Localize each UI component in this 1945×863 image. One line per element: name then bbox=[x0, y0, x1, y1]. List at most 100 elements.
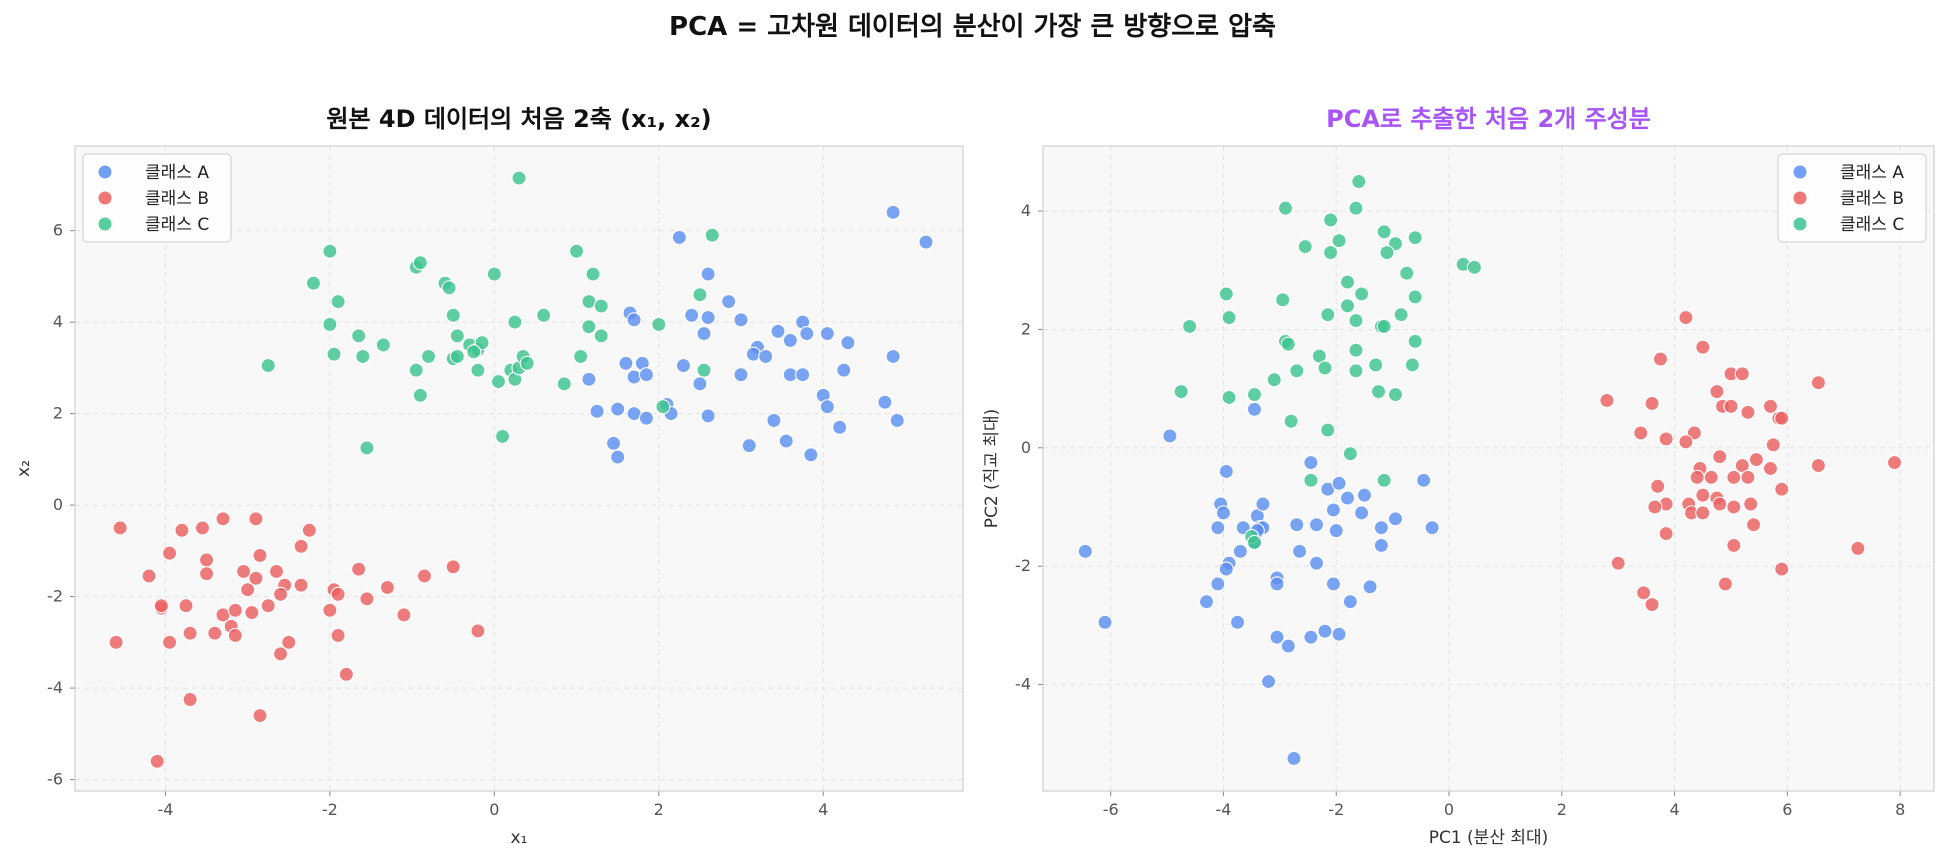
legend: 클래스 A 클래스 B 클래스 C bbox=[1777, 153, 1927, 243]
scatter-point-b bbox=[416, 568, 432, 584]
scatter-point-c bbox=[1407, 333, 1423, 349]
scatter-point-c bbox=[556, 376, 572, 392]
scatter-point-b bbox=[301, 522, 317, 538]
scatter-point-c bbox=[375, 337, 391, 353]
scatter-point-c bbox=[519, 355, 535, 371]
y-tick-label: 2 bbox=[53, 404, 63, 423]
scatter-point-c bbox=[1387, 386, 1404, 403]
scatter-point-c bbox=[511, 170, 527, 186]
y-tick-label: 4 bbox=[53, 312, 63, 331]
scatter-point-a bbox=[1373, 520, 1389, 536]
legend-label: 클래스 A bbox=[145, 163, 209, 183]
scatter-point-b bbox=[1695, 505, 1711, 521]
y-tick-label: -6 bbox=[47, 770, 63, 789]
scatter-point-a bbox=[1255, 496, 1271, 512]
scatter-point-c bbox=[1266, 372, 1282, 388]
scatter-point-b bbox=[1650, 478, 1666, 494]
legend-box bbox=[82, 153, 232, 243]
scatter-point-b bbox=[153, 598, 169, 614]
scatter-point-c bbox=[359, 440, 375, 456]
x-tick-label: -4 bbox=[1215, 800, 1231, 819]
scatter-point-c bbox=[593, 328, 609, 344]
scatter-point-a bbox=[1356, 487, 1372, 503]
scatter-point-c bbox=[1323, 212, 1339, 228]
scatter-point-c bbox=[1379, 244, 1395, 261]
plot-background bbox=[75, 146, 963, 791]
scatter-point-a bbox=[671, 229, 687, 246]
scatter-point-b bbox=[1658, 526, 1674, 542]
scatter-point-a bbox=[1303, 455, 1319, 471]
scatter-point-c bbox=[1297, 239, 1313, 255]
scatter-point-c bbox=[1221, 310, 1237, 326]
scatter-point-c bbox=[1393, 307, 1409, 323]
scatter-point-a bbox=[1215, 505, 1232, 521]
scatter-point-b bbox=[396, 607, 412, 623]
scatter-point-a bbox=[758, 348, 774, 364]
scatter-point-a bbox=[1387, 511, 1404, 527]
scatter-point-a bbox=[819, 399, 835, 415]
scatter-point-b bbox=[1740, 404, 1756, 420]
scatter-point-a bbox=[1354, 505, 1370, 521]
y-axis-label: PC2 (직교 최대) bbox=[982, 409, 1002, 529]
scatter-point-b bbox=[236, 563, 252, 579]
scatter-point-a bbox=[1303, 629, 1319, 645]
scatter-point-b bbox=[1740, 469, 1756, 485]
scatter-point-c bbox=[421, 348, 437, 364]
scatter-point-b bbox=[273, 646, 289, 662]
plot-background bbox=[1043, 146, 1934, 791]
x-tick-label: 2 bbox=[654, 800, 664, 819]
scatter-point-c bbox=[1368, 357, 1384, 373]
scatter-point-b bbox=[322, 602, 338, 618]
scatter-point-b bbox=[1774, 410, 1790, 426]
scatter-point-c bbox=[470, 362, 486, 378]
scatter-point-b bbox=[1610, 555, 1626, 571]
scatter-point-b bbox=[1712, 449, 1728, 465]
scatter-point-c bbox=[1317, 360, 1333, 376]
scatter-point-b bbox=[244, 605, 260, 621]
scatter-point-c bbox=[449, 348, 465, 364]
x-tick-label: 6 bbox=[1782, 800, 1792, 819]
x-tick-label: -2 bbox=[1328, 800, 1344, 819]
scatter-point-b bbox=[351, 561, 367, 577]
scatter-point-c bbox=[1339, 274, 1356, 290]
scatter-point-b bbox=[182, 691, 198, 708]
y-tick-label: 2 bbox=[1021, 319, 1031, 338]
x-tick-label: 8 bbox=[1895, 800, 1905, 819]
scatter-point-a bbox=[684, 307, 700, 323]
scatter-point-a bbox=[782, 332, 798, 348]
scatter-point-c bbox=[1182, 318, 1198, 335]
scatter-point-c bbox=[1218, 286, 1234, 302]
scatter-point-c bbox=[1404, 357, 1420, 373]
scatter-point-b bbox=[1636, 585, 1652, 601]
scatter-point-b bbox=[1709, 384, 1725, 400]
scatter-point-a bbox=[770, 323, 786, 339]
scatter-point-c bbox=[593, 298, 609, 314]
scatter-point-b bbox=[1599, 392, 1615, 408]
scatter-point-c bbox=[507, 314, 523, 330]
scatter-point-b bbox=[1678, 310, 1694, 326]
x-tick-label: 4 bbox=[818, 800, 828, 819]
legend-label: 클래스 C bbox=[1840, 215, 1904, 235]
plot-frame bbox=[74, 145, 964, 792]
scatter-point-a bbox=[745, 346, 761, 362]
scatter-point-a bbox=[1210, 520, 1226, 536]
y-tick-label: -4 bbox=[1015, 674, 1031, 693]
scatter-point-a bbox=[626, 369, 642, 385]
scatter-point-a bbox=[1325, 502, 1341, 518]
scatter-point-b bbox=[240, 582, 256, 598]
scatter-point-c bbox=[1246, 386, 1263, 403]
scatter-point-c bbox=[1246, 534, 1263, 551]
scatter-point-b bbox=[1726, 499, 1742, 515]
scatter-point-a bbox=[700, 266, 716, 282]
scatter-point-b bbox=[1762, 460, 1779, 477]
scatter-point-a bbox=[877, 394, 893, 410]
scatter-point-b bbox=[1703, 469, 1719, 485]
scatter-point-b bbox=[1774, 561, 1790, 577]
scatter-point-b bbox=[1689, 469, 1705, 485]
scatter-point-b bbox=[227, 602, 243, 618]
scatter-point-c bbox=[490, 374, 506, 390]
scatter-point-a bbox=[778, 433, 794, 449]
scatter-point-a bbox=[1077, 543, 1093, 559]
scatter-point-a bbox=[1246, 401, 1263, 417]
scatter-point-a bbox=[1328, 523, 1344, 539]
